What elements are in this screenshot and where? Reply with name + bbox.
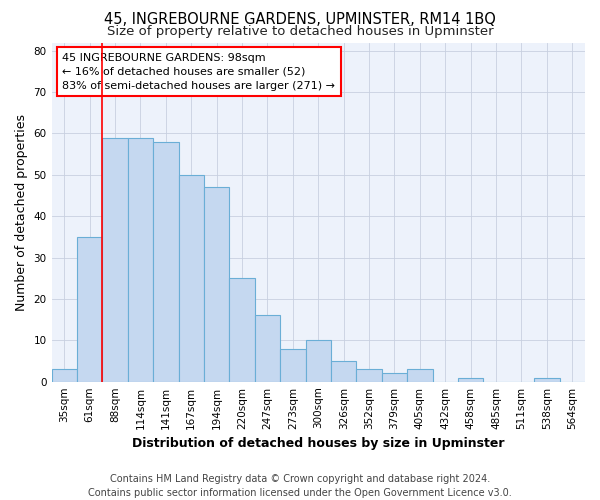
Y-axis label: Number of detached properties: Number of detached properties: [15, 114, 28, 310]
Bar: [77, 237, 103, 382]
Bar: [331, 361, 356, 382]
X-axis label: Distribution of detached houses by size in Upminster: Distribution of detached houses by size …: [132, 437, 505, 450]
Bar: [305, 340, 331, 382]
Text: Size of property relative to detached houses in Upminster: Size of property relative to detached ho…: [107, 25, 493, 38]
Bar: [255, 316, 280, 382]
Bar: [534, 378, 560, 382]
Bar: [103, 138, 128, 382]
Bar: [179, 175, 204, 382]
Text: 45, INGREBOURNE GARDENS, UPMINSTER, RM14 1BQ: 45, INGREBOURNE GARDENS, UPMINSTER, RM14…: [104, 12, 496, 28]
Bar: [153, 142, 179, 382]
Bar: [356, 370, 382, 382]
Text: 45 INGREBOURNE GARDENS: 98sqm
← 16% of detached houses are smaller (52)
83% of s: 45 INGREBOURNE GARDENS: 98sqm ← 16% of d…: [62, 52, 335, 90]
Bar: [407, 370, 433, 382]
Bar: [229, 278, 255, 382]
Bar: [280, 348, 305, 382]
Bar: [52, 370, 77, 382]
Bar: [458, 378, 484, 382]
Bar: [382, 374, 407, 382]
Bar: [128, 138, 153, 382]
Text: Contains HM Land Registry data © Crown copyright and database right 2024.
Contai: Contains HM Land Registry data © Crown c…: [88, 474, 512, 498]
Bar: [204, 188, 229, 382]
